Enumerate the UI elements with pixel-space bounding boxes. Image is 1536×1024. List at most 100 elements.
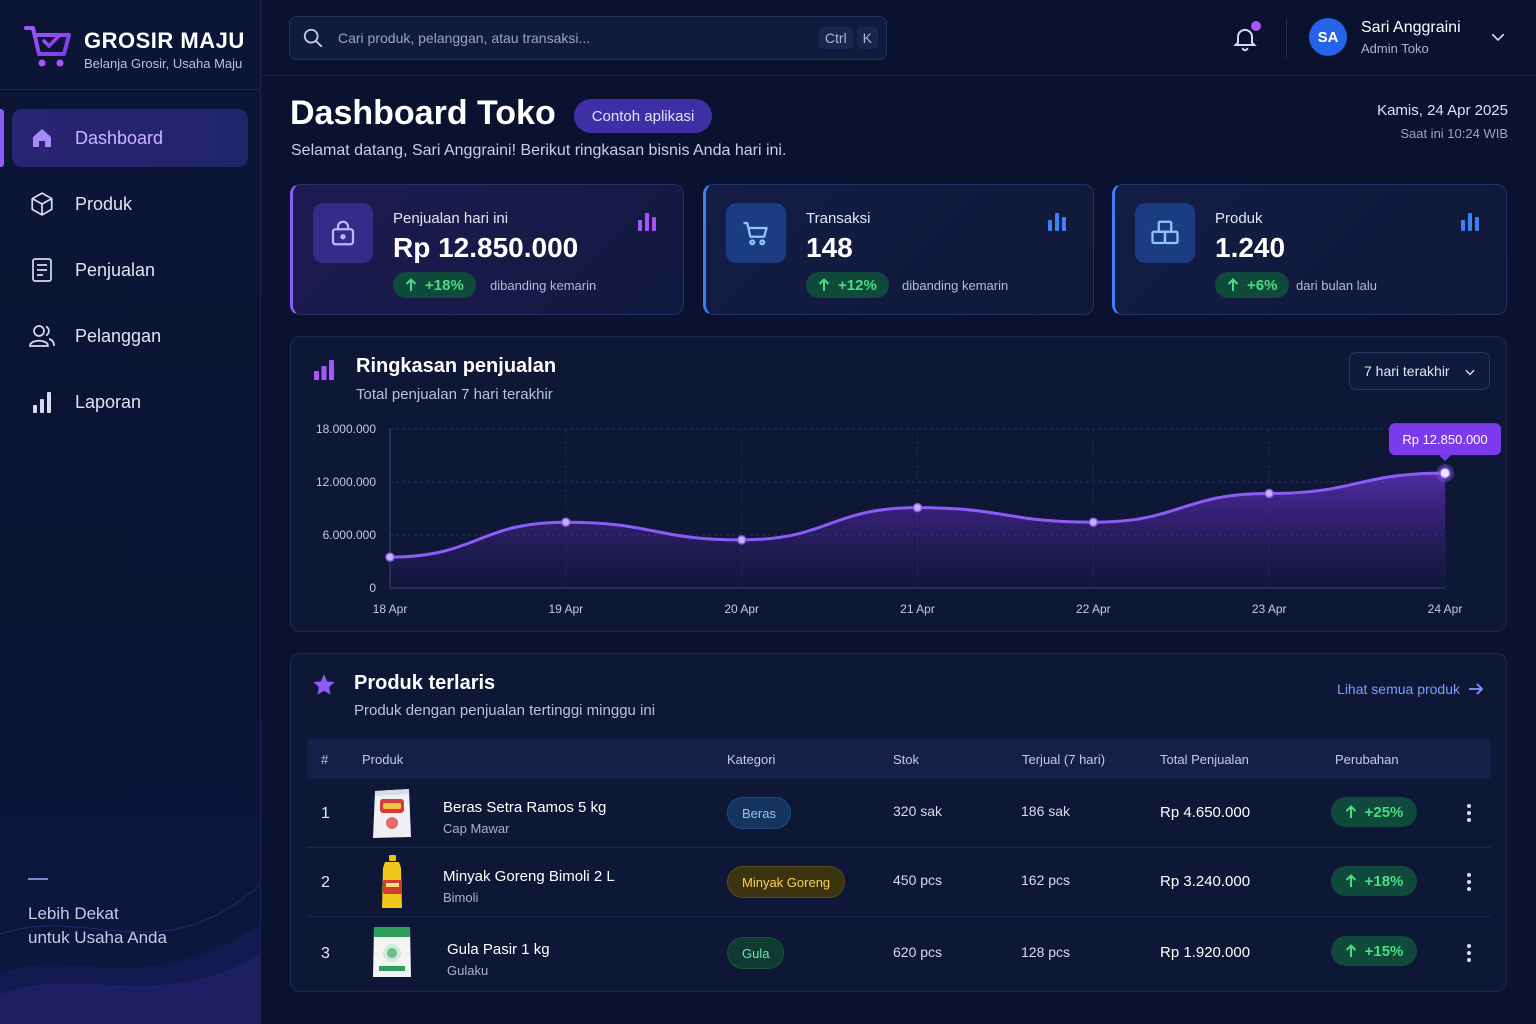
chevron-down-icon[interactable] — [1489, 28, 1507, 46]
product-image-rice-bag — [373, 789, 411, 838]
stat-change: +18% — [425, 276, 464, 294]
bar-chart-icon — [314, 360, 334, 380]
footer-line-1: Lebih Dekat — [28, 904, 119, 923]
product-name: Gula Pasir 1 kg — [447, 941, 550, 958]
change-badge: +18% — [1331, 866, 1417, 896]
x-tick-label: 24 Apr — [1428, 602, 1463, 616]
box-icon — [28, 190, 56, 218]
row-rank: 3 — [321, 945, 330, 962]
product-stock: 320 sak — [893, 803, 943, 819]
notification-button[interactable] — [1231, 21, 1261, 52]
sidebar-divider — [0, 89, 260, 90]
mini-bar-chart-icon — [1048, 213, 1066, 231]
avatar[interactable]: SA — [1309, 18, 1347, 56]
y-tick-label: 6.000.000 — [323, 528, 377, 542]
stat-label: Penjualan hari ini — [393, 210, 509, 227]
table-row[interactable]: 3 Gula Pasir 1 kg Gulaku Gula 620 pcs 12… — [307, 917, 1491, 986]
x-tick-label: 18 Apr — [373, 602, 408, 616]
tooltip-label: Rp 12.850.000 — [1402, 432, 1487, 447]
user-name[interactable]: Sari Anggraini — [1361, 19, 1461, 36]
x-tick-label: 20 Apr — [724, 602, 759, 616]
row-rank: 1 — [321, 805, 330, 822]
arrow-right-icon — [1469, 683, 1484, 695]
table-header: # Produk Kategori Stok Terjual (7 hari) … — [307, 738, 1491, 779]
mini-bar-chart-icon — [1461, 213, 1479, 231]
shortcut-k: K — [856, 27, 878, 49]
more-options-icon[interactable] — [1459, 870, 1479, 894]
data-point — [912, 502, 923, 513]
x-tick-label: 21 Apr — [900, 602, 935, 616]
change-value: +18% — [1364, 872, 1404, 890]
product-total-sales: Rp 1.920.000 — [1160, 944, 1251, 961]
column-header: Produk — [362, 752, 404, 767]
product-image-sugar-pack — [373, 927, 411, 977]
stat-card-sales[interactable]: Penjualan hari ini Rp 12.850.000 +18% di… — [290, 184, 684, 315]
topbar: Ctrl K SA Sari Anggraini Admin Toko — [261, 0, 1536, 76]
stat-label: Transaksi — [806, 210, 871, 227]
stat-card-products[interactable]: Produk 1.240 +6% dari bulan lalu — [1112, 184, 1507, 315]
stat-label: Produk — [1215, 210, 1263, 227]
product-total-sales: Rp 3.240.000 — [1160, 873, 1251, 890]
product-brand: Gulaku — [447, 963, 489, 978]
top-products-panel: Produk terlaris Produk dengan penjualan … — [290, 653, 1507, 992]
category-badge: Beras — [727, 797, 791, 829]
table-row[interactable]: 1 Beras Setra Ramos 5 kg Cap Mawar Beras… — [307, 779, 1491, 848]
x-tick-label: 23 Apr — [1252, 602, 1287, 616]
column-header: # — [321, 752, 329, 767]
data-point — [385, 552, 395, 562]
product-image-oil-bottle — [382, 855, 402, 908]
data-point — [561, 517, 571, 527]
stat-change-badge: +6% — [1215, 272, 1290, 298]
column-header: Perubahan — [1335, 752, 1399, 767]
change-badge: +25% — [1331, 797, 1417, 827]
period-value: 7 hari terakhir — [1364, 363, 1450, 379]
stat-note: dari bulan lalu — [1296, 278, 1377, 293]
current-date: Kamis, 24 Apr 2025 — [1377, 102, 1508, 119]
header-divider — [1286, 18, 1287, 58]
product-stock: 620 pcs — [893, 944, 943, 960]
sidebar-item-dashboard[interactable]: Dashboard — [0, 109, 248, 167]
users-icon — [28, 322, 56, 350]
search-icon — [303, 28, 323, 48]
stat-note: dibanding kemarin — [902, 278, 1009, 293]
see-all-products-link[interactable]: Lihat semua produk — [1337, 681, 1484, 697]
sales-area-chart: 18.000.000 12.000.000 6.000.000 0 18 Apr 19 A… — [316, 422, 1501, 616]
sales-summary-panel: Ringkasan penjualan Total penjualan 7 ha… — [290, 336, 1507, 632]
sidebar-item-penjualan[interactable]: Penjualan — [12, 241, 248, 299]
column-header: Total Penjualan — [1160, 752, 1249, 767]
table-row[interactable]: 2 Minyak Goreng Bimoli 2 L Bimoli Minyak… — [307, 848, 1491, 917]
sidebar-item-laporan[interactable]: Laporan — [12, 373, 248, 431]
search-input[interactable] — [338, 30, 798, 46]
panel-title: Produk terlaris — [354, 672, 496, 694]
stat-card-transactions[interactable]: Transaksi 148 +12% dibanding kemarin — [703, 184, 1094, 315]
page-subtitle: Selamat datang, Sari Anggraini! Berikut … — [291, 142, 787, 159]
decorative-waves — [0, 884, 260, 1024]
sidebar-item-label: Pelanggan — [75, 325, 162, 346]
arrow-up-icon — [818, 278, 830, 291]
mini-bar-chart-icon — [638, 213, 656, 231]
home-icon — [28, 124, 56, 152]
period-select[interactable]: 7 hari terakhir — [1349, 352, 1490, 390]
y-tick-label: 12.000.000 — [316, 475, 376, 489]
brand-name: GROSIR MAJU — [84, 28, 245, 53]
sidebar-item-pelanggan[interactable]: Pelanggan — [12, 307, 248, 365]
category-badge: Gula — [727, 937, 785, 969]
bell-icon — [1233, 28, 1257, 52]
tooltip-pointer — [1439, 455, 1451, 462]
stat-value: 1.240 — [1215, 232, 1286, 263]
product-name: Minyak Goreng Bimoli 2 L — [443, 868, 615, 885]
current-time: Saat ini 10:24 WIB — [1400, 126, 1508, 141]
x-tick-label: 22 Apr — [1076, 602, 1111, 616]
sidebar-item-label: Penjualan — [75, 259, 156, 280]
column-header: Kategori — [727, 752, 776, 767]
more-options-icon[interactable] — [1459, 941, 1479, 965]
sidebar-item-produk[interactable]: Produk — [12, 175, 248, 233]
search-bar[interactable]: Ctrl K — [289, 16, 887, 60]
stat-note: dibanding kemarin — [490, 278, 597, 293]
product-brand: Bimoli — [443, 890, 479, 905]
brand-tagline: Belanja Grosir, Usaha Maju — [84, 56, 243, 71]
more-options-icon[interactable] — [1459, 801, 1479, 825]
page-title: Dashboard Toko — [290, 94, 556, 132]
brand[interactable]: GROSIR MAJU Belanja Grosir, Usaha Maju — [24, 22, 254, 74]
y-tick-label: 18.000.000 — [316, 422, 376, 436]
